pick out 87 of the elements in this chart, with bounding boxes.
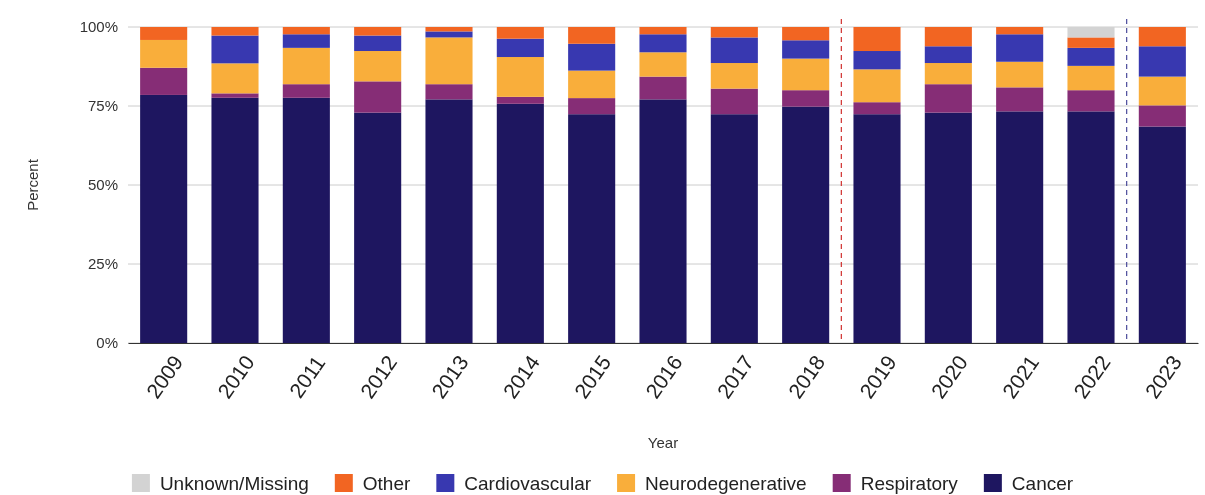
bar [996, 61, 1044, 88]
bar [211, 93, 259, 98]
y-axis-title: Percent [24, 158, 41, 211]
legend-label: Other [362, 472, 411, 494]
bar [1067, 65, 1115, 91]
x-axis-title: Year [647, 434, 679, 451]
legend-label: Unknown/Missing [159, 472, 309, 494]
y-tick-label: 50% [87, 176, 118, 194]
bar [639, 99, 687, 343]
bar [140, 39, 188, 68]
bar [782, 40, 830, 59]
bar [1067, 90, 1115, 112]
bar [568, 27, 616, 44]
bar [568, 114, 616, 343]
bar [853, 27, 901, 52]
bar [924, 63, 972, 85]
bar [639, 76, 687, 100]
bar [853, 102, 901, 115]
bar [1067, 111, 1115, 343]
bar [282, 47, 330, 85]
bar [282, 97, 330, 343]
bar [282, 27, 330, 35]
bar [710, 88, 758, 115]
bar [924, 46, 972, 64]
bar [996, 87, 1044, 112]
bar [282, 34, 330, 48]
bar [425, 31, 473, 38]
bar [782, 27, 830, 41]
bar [996, 27, 1044, 35]
bar [1067, 37, 1115, 48]
legend-label: Cancer [1011, 472, 1074, 494]
bar [924, 84, 972, 113]
bar [568, 70, 616, 99]
bar [924, 112, 972, 343]
bar [996, 111, 1044, 343]
bar [710, 114, 758, 343]
y-tick-label: 0% [96, 334, 118, 352]
bar [639, 27, 687, 35]
bar [140, 67, 188, 95]
bar [425, 84, 473, 100]
bar [211, 35, 259, 64]
bar [1138, 27, 1186, 47]
bar [211, 63, 259, 94]
y-tick-label: 100% [79, 18, 118, 36]
bar [1138, 46, 1186, 77]
bar [853, 114, 901, 343]
bar [211, 27, 259, 36]
bar [354, 112, 402, 343]
bar [639, 34, 687, 53]
bar [354, 51, 402, 82]
bar [782, 106, 830, 343]
bar [782, 90, 830, 107]
bar [496, 38, 544, 58]
bar [354, 35, 402, 52]
bar [1138, 105, 1186, 127]
bar [710, 63, 758, 89]
bar [140, 94, 188, 343]
bar [496, 27, 544, 39]
bar [996, 34, 1044, 62]
bar [568, 43, 616, 71]
bar [710, 27, 758, 38]
bar [496, 96, 544, 104]
y-tick-label: 25% [87, 255, 118, 273]
bar [354, 81, 402, 113]
bar [1067, 47, 1115, 66]
y-tick-label: 75% [87, 97, 118, 115]
legend-label: Respiratory [860, 472, 959, 494]
bar [853, 69, 901, 103]
bar [1138, 126, 1186, 343]
legend-label: Neurodegenerative [645, 472, 807, 494]
bar [710, 37, 758, 64]
bar [853, 51, 901, 70]
bar [496, 57, 544, 97]
bar [425, 99, 473, 343]
bar [211, 97, 259, 343]
legend-label: Cardiovascular [464, 472, 592, 494]
bar [568, 98, 616, 115]
bar [282, 84, 330, 98]
bar [1138, 76, 1186, 106]
bar [354, 27, 402, 36]
bar [496, 103, 544, 343]
bar [425, 37, 473, 85]
bar [639, 52, 687, 77]
bar [924, 27, 972, 47]
bar [140, 27, 188, 40]
bar [782, 58, 830, 91]
bar [425, 27, 473, 32]
